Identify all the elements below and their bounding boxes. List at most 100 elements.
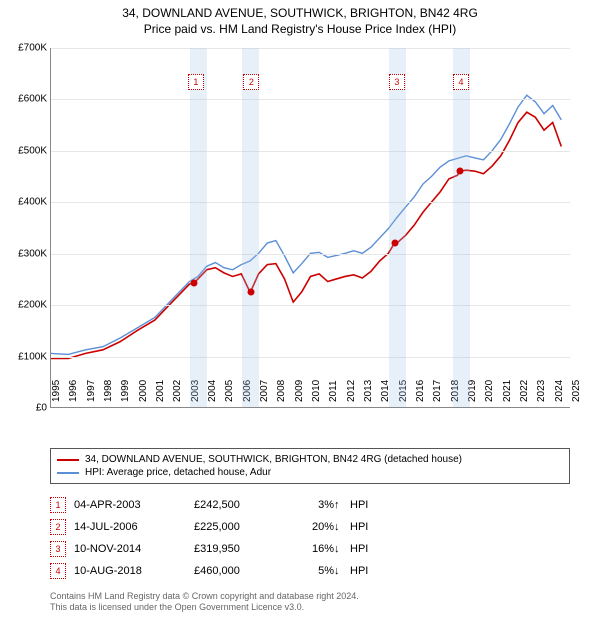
event-date: 04-APR-2003 xyxy=(74,499,194,511)
event-pct: 16% xyxy=(294,543,334,555)
event-price: £225,000 xyxy=(194,521,294,533)
x-tick-label: 2023 xyxy=(536,380,547,402)
sale-dot xyxy=(247,289,254,296)
event-pct: 5% xyxy=(294,565,334,577)
event-number: 2 xyxy=(50,519,66,535)
x-tick-label: 2016 xyxy=(415,380,426,402)
x-tick-label: 1999 xyxy=(120,380,131,402)
plot: £0£100K£200K£300K£400K£500K£600K£700K199… xyxy=(50,48,570,408)
event-number: 1 xyxy=(50,497,66,513)
sale-dot xyxy=(457,168,464,175)
marker-flag: 1 xyxy=(188,74,204,90)
arrow-up-icon: ↑ xyxy=(334,499,350,511)
event-vs: HPI xyxy=(350,565,390,577)
gridline xyxy=(51,305,570,306)
y-tick-label: £100K xyxy=(5,351,47,362)
x-tick-label: 2000 xyxy=(138,380,149,402)
legend-label: 34, DOWNLAND AVENUE, SOUTHWICK, BRIGHTON… xyxy=(85,454,462,465)
chart-container: 34, DOWNLAND AVENUE, SOUTHWICK, BRIGHTON… xyxy=(0,0,600,620)
y-tick-label: £300K xyxy=(5,248,47,259)
x-tick-label: 2002 xyxy=(172,380,183,402)
x-tick-label: 2005 xyxy=(224,380,235,402)
event-price: £460,000 xyxy=(194,565,294,577)
legend-row: HPI: Average price, detached house, Adur xyxy=(57,466,563,479)
event-date: 14-JUL-2006 xyxy=(74,521,194,533)
event-number: 4 xyxy=(50,563,66,579)
shaded-region xyxy=(242,48,259,407)
marker-flag: 2 xyxy=(243,74,259,90)
x-tick-label: 2004 xyxy=(207,380,218,402)
event-price: £242,500 xyxy=(194,499,294,511)
marker-flag: 4 xyxy=(453,74,469,90)
x-tick-label: 2011 xyxy=(328,380,339,402)
legend: 34, DOWNLAND AVENUE, SOUTHWICK, BRIGHTON… xyxy=(50,448,570,484)
x-tick-label: 1995 xyxy=(51,380,62,402)
gridline xyxy=(51,48,570,49)
x-tick-label: 2009 xyxy=(294,380,305,402)
event-vs: HPI xyxy=(350,543,390,555)
sale-dot xyxy=(191,280,198,287)
y-tick-label: £400K xyxy=(5,197,47,208)
arrow-down-icon: ↓ xyxy=(334,521,350,533)
event-pct: 3% xyxy=(294,499,334,511)
legend-label: HPI: Average price, detached house, Adur xyxy=(85,467,271,478)
footer-line2: This data is licensed under the Open Gov… xyxy=(50,602,570,614)
gridline xyxy=(51,357,570,358)
events-table: 104-APR-2003£242,5003%↑HPI214-JUL-2006£2… xyxy=(50,494,570,582)
legend-row: 34, DOWNLAND AVENUE, SOUTHWICK, BRIGHTON… xyxy=(57,453,563,466)
y-tick-label: £700K xyxy=(5,43,47,54)
x-tick-label: 2024 xyxy=(554,380,565,402)
event-vs: HPI xyxy=(350,521,390,533)
arrow-down-icon: ↓ xyxy=(334,565,350,577)
x-tick-label: 2022 xyxy=(519,380,530,402)
legend-swatch xyxy=(57,459,79,461)
x-tick-label: 2001 xyxy=(155,380,166,402)
x-tick-label: 2020 xyxy=(484,380,495,402)
sale-dot xyxy=(392,240,399,247)
y-tick-label: £500K xyxy=(5,145,47,156)
x-tick-label: 2017 xyxy=(432,380,443,402)
x-tick-label: 2021 xyxy=(502,380,513,402)
event-row: 4 10-AUG-2018£460,0005%↓HPI xyxy=(50,560,570,582)
title-subtitle: Price paid vs. HM Land Registry's House … xyxy=(0,22,600,36)
event-pct: 20% xyxy=(294,521,334,533)
title-block: 34, DOWNLAND AVENUE, SOUTHWICK, BRIGHTON… xyxy=(0,0,600,36)
event-date: 10-AUG-2018 xyxy=(74,565,194,577)
event-date: 10-NOV-2014 xyxy=(74,543,194,555)
event-row: 1 04-APR-2003£242,5003%↑HPI xyxy=(50,494,570,516)
x-tick-label: 2012 xyxy=(346,380,357,402)
event-row: 3 10-NOV-2014£319,95016%↓HPI xyxy=(50,538,570,560)
gridline xyxy=(51,99,570,100)
event-vs: HPI xyxy=(350,499,390,511)
arrow-down-icon: ↓ xyxy=(334,543,350,555)
gridline xyxy=(51,254,570,255)
shaded-region xyxy=(190,48,207,407)
series-property xyxy=(51,112,561,358)
y-tick-label: £600K xyxy=(5,94,47,105)
event-number: 3 xyxy=(50,541,66,557)
legend-swatch xyxy=(57,472,79,474)
x-tick-label: 1996 xyxy=(68,380,79,402)
gridline xyxy=(51,202,570,203)
x-tick-label: 2010 xyxy=(311,380,322,402)
x-tick-label: 2007 xyxy=(259,380,270,402)
y-tick-label: £0 xyxy=(5,403,47,414)
x-tick-label: 2008 xyxy=(276,380,287,402)
footer: Contains HM Land Registry data © Crown c… xyxy=(50,591,570,614)
x-tick-label: 1998 xyxy=(103,380,114,402)
footer-line1: Contains HM Land Registry data © Crown c… xyxy=(50,591,570,603)
x-tick-label: 2013 xyxy=(363,380,374,402)
marker-flag: 3 xyxy=(389,74,405,90)
line-layer xyxy=(51,48,570,407)
gridline xyxy=(51,151,570,152)
x-tick-label: 1997 xyxy=(86,380,97,402)
title-address: 34, DOWNLAND AVENUE, SOUTHWICK, BRIGHTON… xyxy=(0,6,600,20)
y-tick-label: £200K xyxy=(5,300,47,311)
chart-area: £0£100K£200K£300K£400K£500K£600K£700K199… xyxy=(50,48,570,408)
series-hpi xyxy=(51,95,561,354)
shaded-region xyxy=(453,48,470,407)
event-price: £319,950 xyxy=(194,543,294,555)
x-tick-label: 2025 xyxy=(571,380,582,402)
event-row: 2 14-JUL-2006£225,00020%↓HPI xyxy=(50,516,570,538)
shaded-region xyxy=(389,48,406,407)
